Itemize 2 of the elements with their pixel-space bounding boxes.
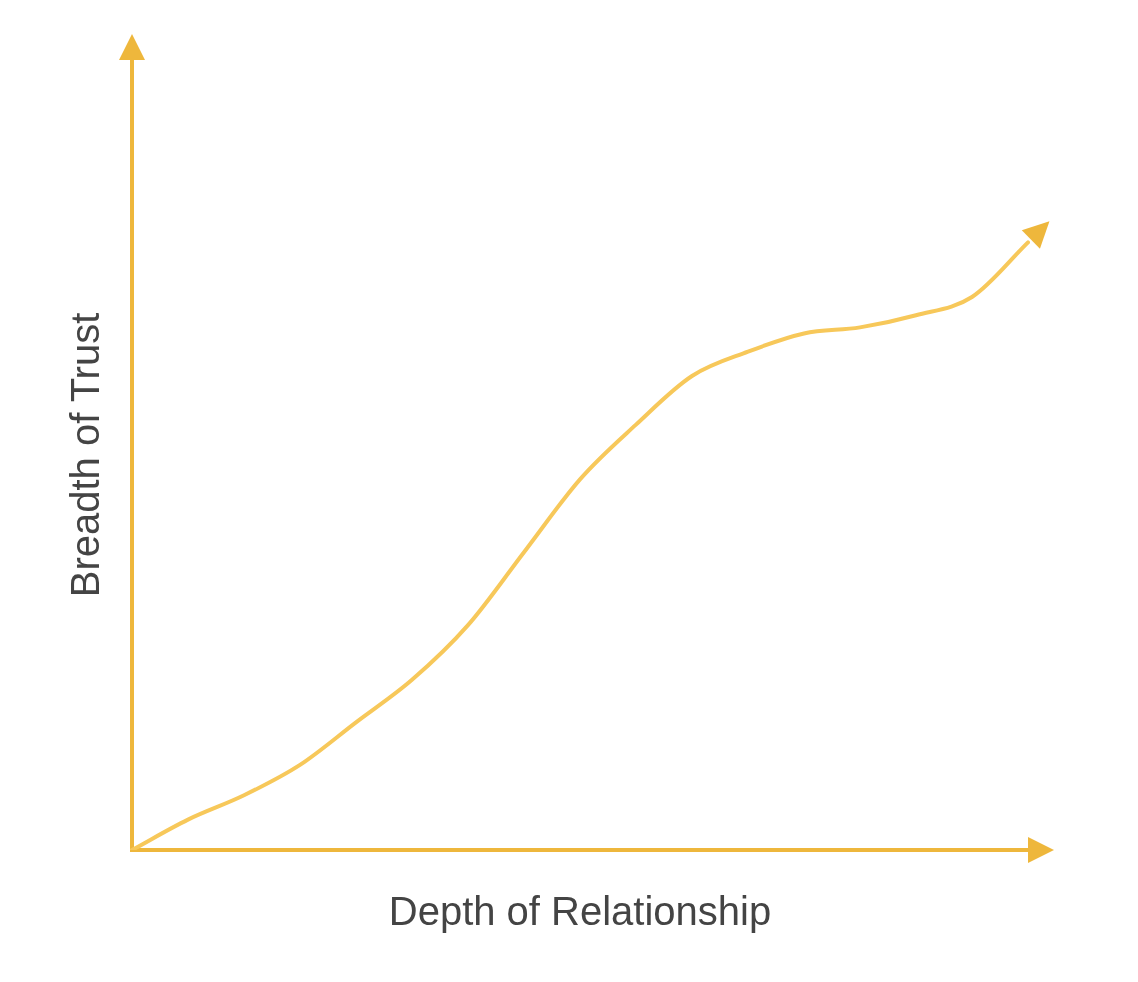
y-axis-title: Breadth of Trust (63, 312, 108, 598)
x-axis-title: Depth of Relationship (388, 889, 772, 934)
